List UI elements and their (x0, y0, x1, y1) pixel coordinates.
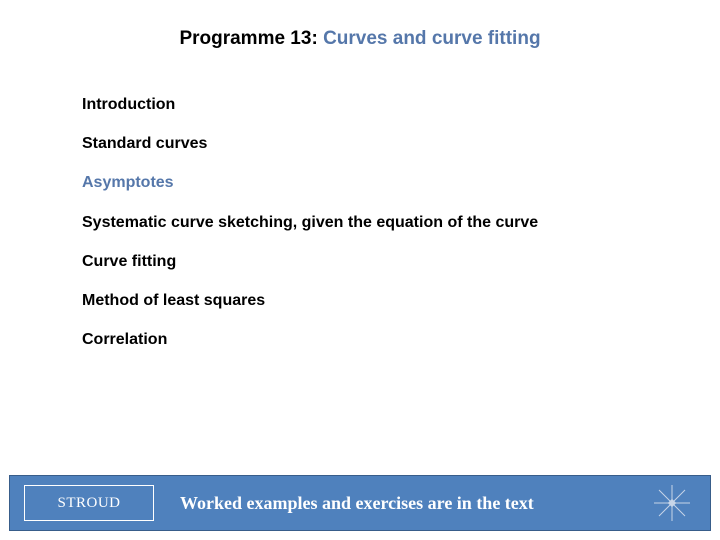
topic-item: Curve fitting (82, 252, 642, 271)
footer-text: Worked examples and exercises are in the… (180, 493, 534, 514)
topic-item: Method of least squares (82, 291, 642, 310)
header-topic: Curves and curve fitting (323, 28, 541, 49)
brand-box: STROUD (24, 485, 154, 521)
topic-item: Standard curves (82, 134, 642, 153)
slide: Programme 13: Curves and curve fitting I… (0, 0, 720, 540)
topic-item: Correlation (82, 330, 642, 349)
topic-item-active: Asymptotes (82, 173, 642, 192)
topic-item: Systematic curve sketching, given the eq… (82, 213, 642, 232)
topic-item: Introduction (82, 95, 642, 114)
footer-bar: STROUD Worked examples and exercises are… (9, 475, 711, 531)
topic-list: Introduction Standard curves Asymptotes … (82, 95, 642, 369)
slide-header: Programme 13: Curves and curve fitting (0, 28, 720, 50)
star-icon (652, 483, 692, 523)
header-prefix: Programme 13: (179, 28, 317, 49)
